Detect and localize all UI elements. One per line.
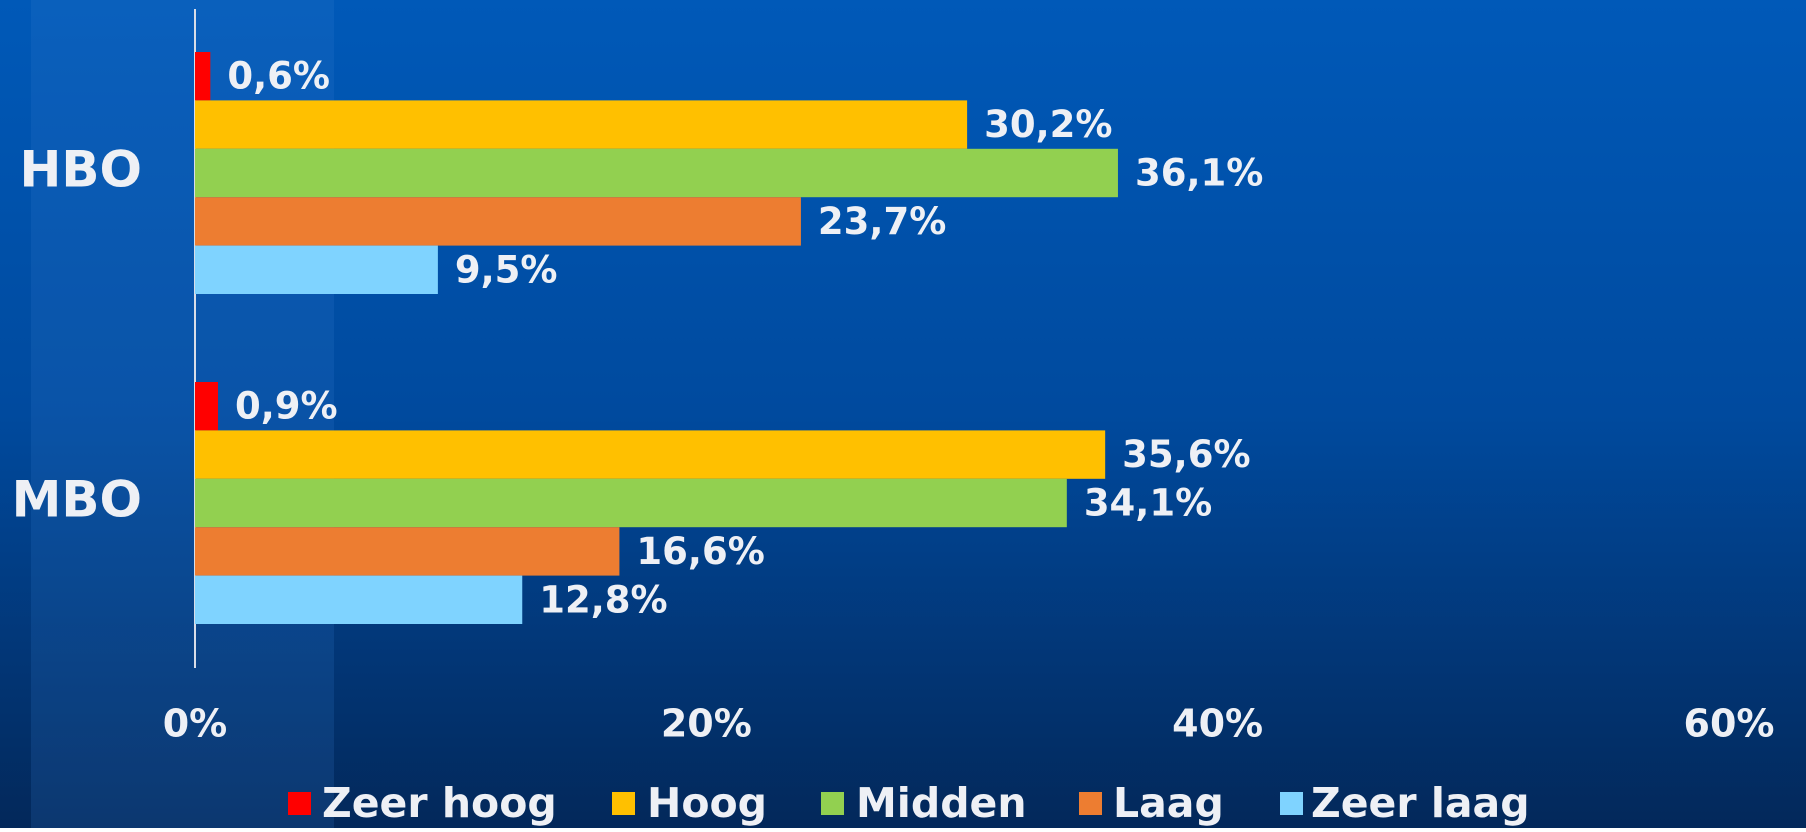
bar <box>195 527 620 576</box>
value-label: 0,6% <box>227 55 330 98</box>
bar <box>195 197 801 246</box>
value-label: 36,1% <box>1135 152 1263 195</box>
legend-swatch <box>1280 792 1303 815</box>
legend-label: Laag <box>1113 779 1224 827</box>
value-label: 9,5% <box>455 248 558 291</box>
bar <box>195 382 219 431</box>
legend-label: Zeer laag <box>1311 779 1530 827</box>
legend-label: Zeer hoog <box>322 779 557 827</box>
bar <box>195 100 968 149</box>
x-tick-label: 20% <box>661 702 752 746</box>
value-label: 16,6% <box>636 530 764 573</box>
category-label: MBO <box>12 471 142 529</box>
x-tick-label: 40% <box>1172 702 1263 746</box>
bar <box>195 575 523 624</box>
category-label: HBO <box>20 141 142 199</box>
x-tick-label: 0% <box>163 702 228 746</box>
legend-swatch <box>1079 792 1102 815</box>
value-label: 34,1% <box>1084 482 1212 525</box>
value-label: 0,9% <box>235 385 338 428</box>
legend-label: Hoog <box>647 779 767 827</box>
value-label: 23,7% <box>818 200 946 243</box>
legend-swatch <box>288 792 311 815</box>
bar <box>195 245 438 294</box>
x-tick-label: 60% <box>1684 702 1775 746</box>
bar <box>195 478 1067 528</box>
legend-label: Midden <box>856 779 1027 827</box>
value-label: 30,2% <box>984 103 1112 146</box>
bar <box>195 52 211 101</box>
legend-swatch <box>821 792 844 815</box>
value-label: 12,8% <box>539 578 667 621</box>
bar <box>195 148 1118 198</box>
legend-swatch <box>612 792 635 815</box>
value-label: 35,6% <box>1122 433 1250 476</box>
bar <box>195 430 1106 479</box>
